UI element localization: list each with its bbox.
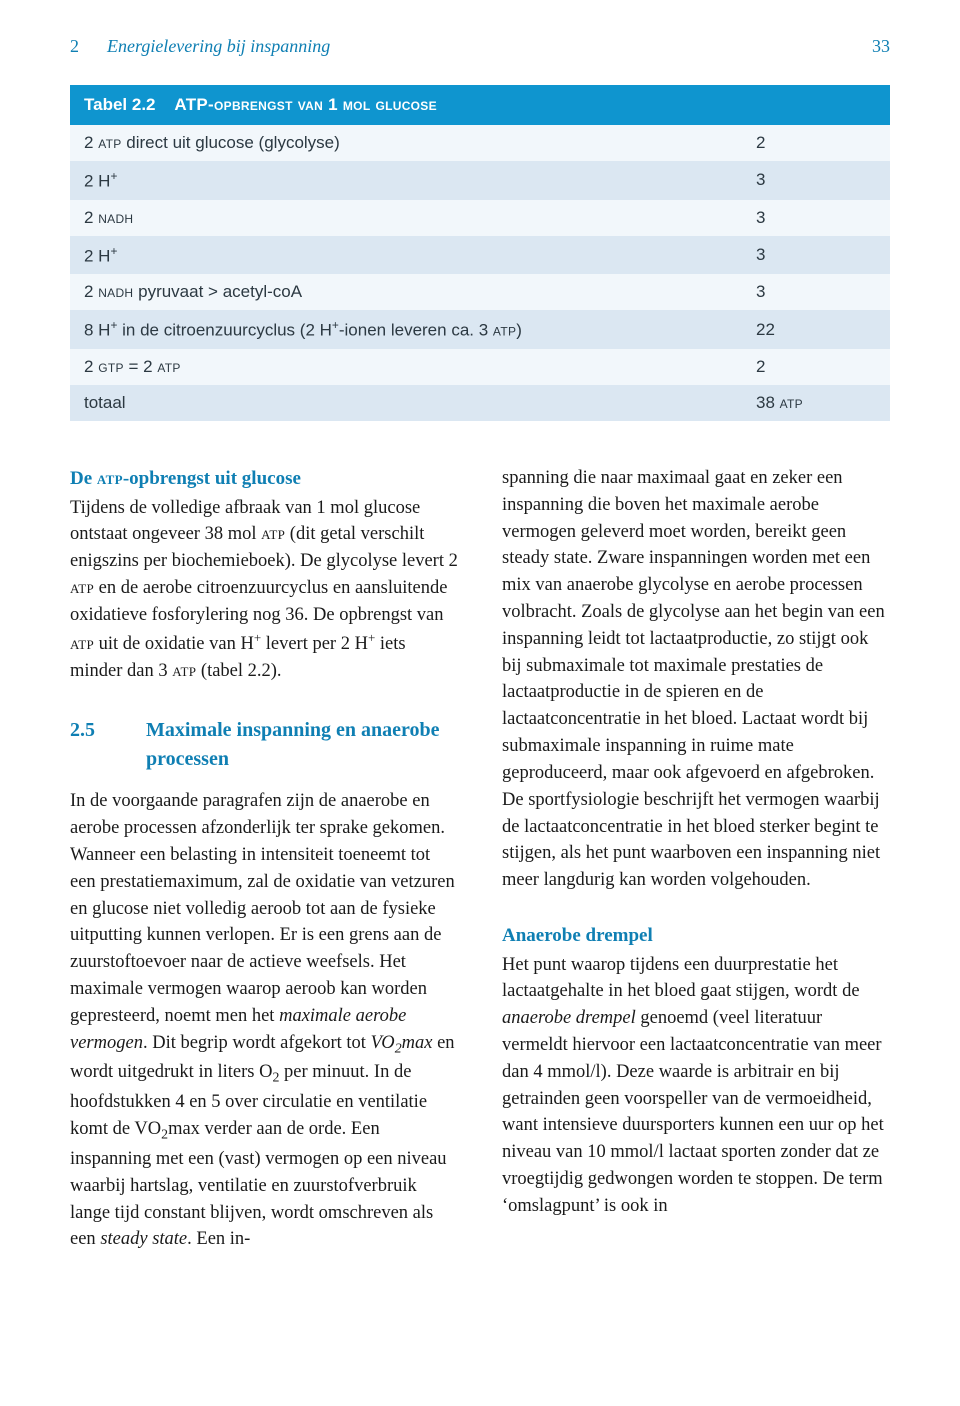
page: 2 Energielevering bij inspanning 33 Tabe… <box>0 0 960 1406</box>
table-row: 2 H+3 <box>70 236 890 275</box>
atp-yield-title: De atp-opbrengst uit glucose <box>70 465 458 493</box>
table-row: 8 H+ in de citroenzuurcyclus (2 H+-ionen… <box>70 310 890 349</box>
table-cell-value: 3 <box>742 274 890 310</box>
anaerobe-drempel-body: Het punt waarop tijdens een duurprestati… <box>502 952 890 1220</box>
table-row: 2 atp direct uit glucose (glycolyse)2 <box>70 125 890 161</box>
atp-yield-body: Tijdens de volledige afbraak van 1 mol g… <box>70 495 458 685</box>
running-title: Energielevering bij inspanning <box>107 36 330 57</box>
table-cell-value: 22 <box>742 310 890 349</box>
table-row: 2 nadh3 <box>70 200 890 236</box>
table-cell-value: 2 <box>742 125 890 161</box>
table-cell-label: 2 H+ <box>70 236 742 275</box>
left-body: In de voorgaande paragrafen zijn de anae… <box>70 788 458 1253</box>
section-title: Maximale inspanning en anaerobe processe… <box>146 716 458 774</box>
column-right: spanning die naar maximaal gaat en zeker… <box>502 465 890 1253</box>
table-row: 2 H+3 <box>70 161 890 200</box>
anaerobe-drempel-title: Anaerobe drempel <box>502 922 890 950</box>
atp-table-body: 2 atp direct uit glucose (glycolyse)22 H… <box>70 125 890 421</box>
anaerobe-drempel-box: Anaerobe drempel Het punt waarop tijdens… <box>502 922 890 1220</box>
right-body: spanning die naar maximaal gaat en zeker… <box>502 465 890 894</box>
running-head: 2 Energielevering bij inspanning 33 <box>70 36 890 57</box>
table-cell-label: 2 gtp = 2 atp <box>70 349 742 385</box>
table-cell-label: 2 atp direct uit glucose (glycolyse) <box>70 125 742 161</box>
table-cell-value: 38 atp <box>742 385 890 421</box>
table-cell-label: 2 H+ <box>70 161 742 200</box>
table-cell-label: 8 H+ in de citroenzuurcyclus (2 H+-ionen… <box>70 310 742 349</box>
chapter-number: 2 <box>70 36 79 57</box>
table-cell-value: 3 <box>742 236 890 275</box>
table-cell-label: totaal <box>70 385 742 421</box>
atp-table: Tabel 2.2 ATP-opbrengst van 1 mol glucos… <box>70 85 890 421</box>
section-number: 2.5 <box>70 716 110 745</box>
table-caption: Tabel 2.2 ATP-opbrengst van 1 mol glucos… <box>70 85 890 125</box>
table-cell-value: 3 <box>742 200 890 236</box>
table-row: 2 nadh pyruvaat > acetyl-coA3 <box>70 274 890 310</box>
running-head-left: 2 Energielevering bij inspanning <box>70 36 330 57</box>
table-row: 2 gtp = 2 atp2 <box>70 349 890 385</box>
table-cell-label: 2 nadh <box>70 200 742 236</box>
table-caption-rest: ATP-opbrengst van 1 mol glucose <box>174 95 437 114</box>
column-left: De atp-opbrengst uit glucose Tijdens de … <box>70 465 458 1253</box>
atp-yield-box: De atp-opbrengst uit glucose Tijdens de … <box>70 465 458 684</box>
table-caption-prefix: Tabel 2.2 <box>84 95 156 114</box>
table-row: totaal38 atp <box>70 385 890 421</box>
columns: De atp-opbrengst uit glucose Tijdens de … <box>70 465 890 1253</box>
section-heading: 2.5 Maximale inspanning en anaerobe proc… <box>70 716 458 774</box>
table-cell-value: 2 <box>742 349 890 385</box>
table-cell-label: 2 nadh pyruvaat > acetyl-coA <box>70 274 742 310</box>
page-number: 33 <box>872 36 890 57</box>
table-cell-value: 3 <box>742 161 890 200</box>
